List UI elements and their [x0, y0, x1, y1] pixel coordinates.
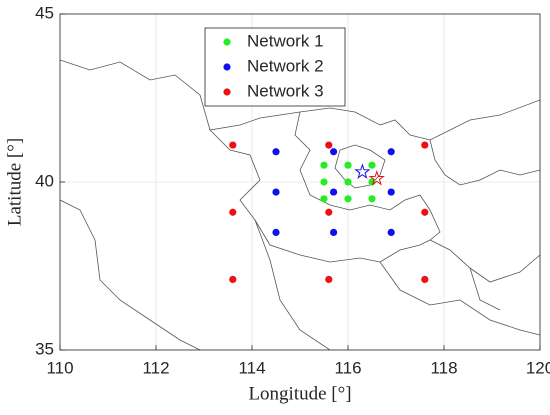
point: [320, 178, 328, 186]
y-tick-label: 45: [35, 3, 54, 22]
star-marker: [368, 170, 385, 186]
x-axis-label: Longitude [°]: [248, 383, 351, 404]
y-tick-label: 35: [35, 339, 54, 358]
point: [320, 195, 328, 203]
point: [330, 148, 338, 156]
x-tick-label: 120: [526, 358, 550, 377]
point: [387, 228, 395, 236]
point: [421, 275, 429, 284]
point: [368, 161, 376, 169]
x-tick-label: 114: [238, 358, 265, 377]
x-tick-label: 112: [142, 358, 169, 377]
x-tick-label: 110: [46, 358, 73, 377]
point: [272, 228, 280, 236]
legend-marker: [223, 88, 231, 96]
point: [229, 208, 237, 216]
point: [229, 275, 237, 284]
legend-label: Network 2: [247, 56, 324, 75]
point: [344, 195, 352, 203]
point: [229, 141, 237, 149]
y-axis-label: Latitude [°]: [4, 138, 25, 226]
point: [325, 141, 333, 149]
point: [330, 228, 338, 236]
x-tick-label: 118: [430, 358, 457, 377]
point: [330, 188, 338, 196]
point: [421, 141, 429, 149]
legend-label: Network 1: [247, 31, 324, 50]
point: [272, 148, 280, 156]
ticks: 110 112 114 116 118 120 35 40 45: [35, 3, 550, 377]
legend-marker: [223, 38, 231, 46]
point: [344, 178, 352, 186]
star-marker: [354, 163, 371, 179]
legend: Network 1 Network 2 Network 3: [204, 27, 346, 107]
point: [344, 161, 352, 169]
point: [272, 188, 280, 196]
point: [387, 148, 395, 156]
point: [325, 208, 333, 216]
y-tick-label: 40: [35, 171, 54, 190]
point: [368, 195, 376, 203]
point: [387, 188, 395, 196]
point: [421, 208, 429, 216]
legend-marker: [223, 63, 231, 71]
marks: [229, 141, 429, 284]
point: [320, 161, 328, 169]
point: [325, 275, 333, 284]
x-tick-label: 116: [334, 358, 361, 377]
legend-label: Network 3: [247, 81, 324, 100]
map-outlines: [60, 59, 540, 350]
